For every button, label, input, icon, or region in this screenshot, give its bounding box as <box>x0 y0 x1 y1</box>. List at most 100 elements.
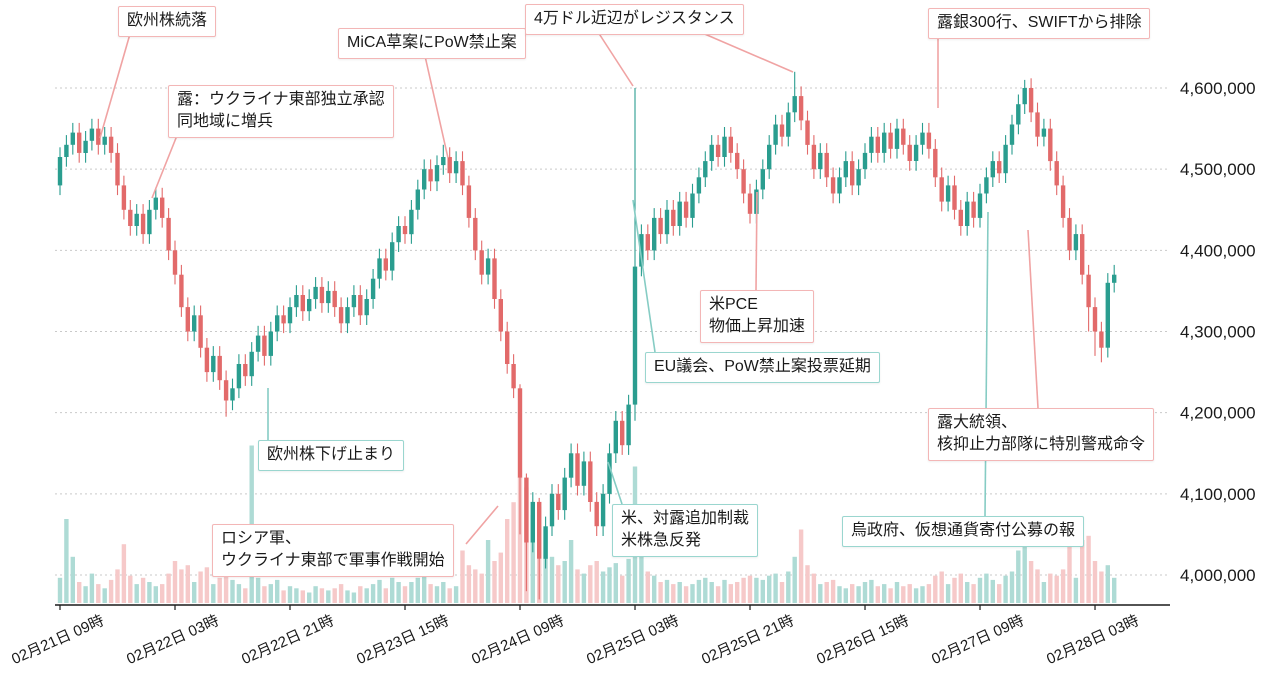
candle-body <box>281 315 286 324</box>
candle-body <box>818 152 823 170</box>
volume-bar <box>370 584 376 603</box>
volume-bar <box>313 586 318 603</box>
volume-bar <box>1105 565 1110 603</box>
volume-bar <box>709 582 714 603</box>
leader-line-russia-military-operation <box>465 505 499 545</box>
gridlines <box>55 87 1170 576</box>
candle-body <box>1028 88 1034 113</box>
x-tick-label: 02月24日 09時 <box>469 612 567 668</box>
candle-body <box>185 307 190 332</box>
volume-bar <box>223 563 229 603</box>
candle-body <box>402 226 408 235</box>
candle-body <box>262 335 267 356</box>
volume-bar <box>632 466 638 603</box>
candle-body <box>434 165 440 182</box>
candle <box>441 144 446 175</box>
candle <box>230 378 235 411</box>
candle <box>1073 224 1079 261</box>
candle <box>255 325 261 362</box>
candle <box>294 285 299 317</box>
volume-bar <box>971 584 976 603</box>
candle-body <box>1073 234 1079 251</box>
volume-bar <box>875 586 880 603</box>
volume-bar <box>1086 535 1091 603</box>
candle <box>505 321 510 374</box>
candle <box>179 264 184 317</box>
volume-bar <box>1112 577 1117 603</box>
candle <box>894 118 900 159</box>
candle <box>913 135 919 171</box>
candle <box>773 114 778 155</box>
candle-body <box>70 132 75 145</box>
volume-bar <box>965 582 970 603</box>
candle-body <box>997 161 1002 174</box>
candle <box>728 127 733 163</box>
volume-bar <box>492 561 497 603</box>
volume-bar <box>428 584 433 603</box>
volume-bar <box>747 575 753 603</box>
candle-body <box>568 453 574 478</box>
candle-body <box>760 169 765 190</box>
volume-bar <box>677 582 682 603</box>
candle-body <box>198 315 203 348</box>
volume-bar <box>287 586 293 603</box>
candle <box>830 167 836 204</box>
volume-bar <box>473 569 478 603</box>
candle-body <box>977 193 983 218</box>
candle <box>620 411 625 455</box>
volume-bar <box>683 586 689 603</box>
volume-bar <box>217 577 222 603</box>
candle-body <box>140 213 146 235</box>
candle-body <box>990 161 995 178</box>
candle-body <box>115 152 120 186</box>
candle <box>1112 264 1117 293</box>
volume-bar <box>1060 569 1066 603</box>
candle-body <box>249 351 254 377</box>
leader-line-ukraine-crypto-donation <box>984 211 989 517</box>
candle-body <box>275 315 280 332</box>
candle-body <box>453 161 459 174</box>
volume-bar <box>1003 575 1008 603</box>
volume-bar <box>830 579 836 603</box>
candle-body <box>492 258 497 299</box>
candle <box>767 135 772 179</box>
candle-body <box>792 96 797 113</box>
candle-body <box>543 526 548 559</box>
volume-bar <box>1041 582 1047 603</box>
candle <box>798 86 804 131</box>
volume-bar <box>620 575 625 603</box>
candle <box>786 102 791 147</box>
candle <box>198 305 203 358</box>
volume-bar <box>690 584 695 603</box>
candle <box>460 151 465 196</box>
candle <box>537 497 542 600</box>
volume-bar <box>505 519 510 603</box>
candle-body <box>473 217 478 251</box>
candle <box>997 151 1002 183</box>
volume-bar <box>703 577 708 603</box>
volume-bar <box>422 573 427 603</box>
volume-bar <box>179 569 184 603</box>
candle-body <box>696 177 702 194</box>
volume-bar <box>338 584 344 603</box>
candle-body <box>1060 185 1066 218</box>
volume-bar <box>70 556 75 603</box>
volume-bar <box>760 579 765 603</box>
candle-body <box>460 161 465 186</box>
volume-bar <box>281 590 286 603</box>
candle <box>958 200 963 236</box>
candle-body <box>326 290 331 304</box>
candle-body <box>204 347 210 373</box>
volume-bar <box>147 582 152 603</box>
candle-body <box>607 453 612 494</box>
candle <box>390 232 395 281</box>
candle-body <box>728 136 733 153</box>
volume-bar <box>939 571 944 603</box>
volume-bar <box>172 561 178 603</box>
candle <box>140 204 146 244</box>
candle <box>607 443 612 504</box>
candle <box>696 167 702 204</box>
y-tick-label: 4,100,000 <box>1180 485 1256 504</box>
candle <box>422 159 427 200</box>
